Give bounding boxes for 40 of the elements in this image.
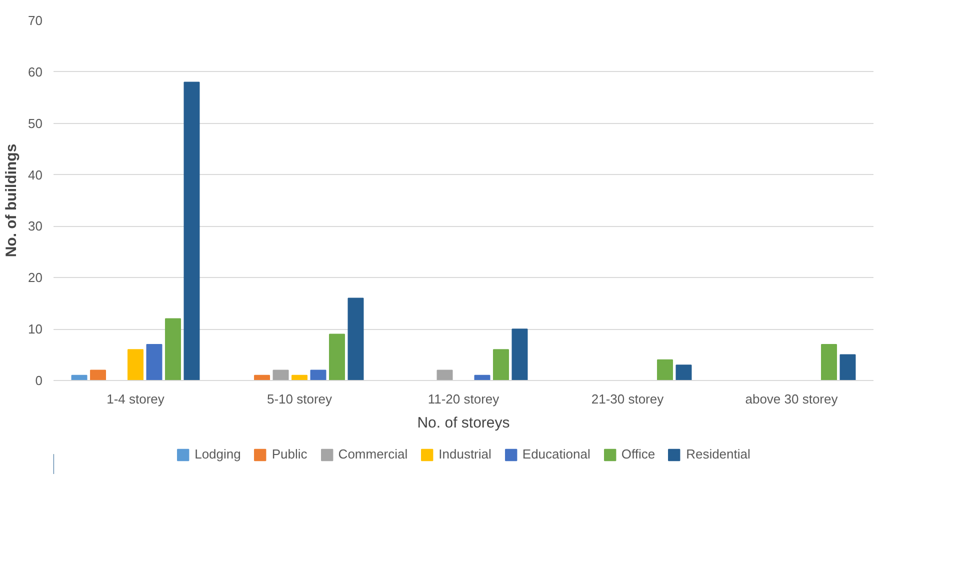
y-axis-title: No. of buildings (3, 144, 20, 258)
x-tick-label: above 30 storey (745, 392, 838, 406)
y-tick-label: 30 (28, 218, 43, 234)
bar (272, 370, 289, 380)
x-tick-label: 11-20 storey (428, 392, 500, 406)
y-tick-label: 10 (28, 322, 43, 337)
x-tick-label: 1-4 storey (106, 392, 165, 406)
y-tick-label: 0 (35, 373, 43, 388)
bar (164, 318, 181, 380)
bar (292, 374, 308, 380)
legend-label: Commercial (338, 446, 408, 462)
bar (146, 344, 162, 380)
x-tick-label: 5-10 storey (266, 392, 333, 406)
x-axis-title: No. of storeys (417, 414, 510, 432)
bar (310, 370, 326, 380)
bar (128, 349, 144, 380)
bar (184, 82, 200, 380)
y-tick-label: 40 (28, 167, 43, 182)
y-tick-label: 50 (28, 116, 43, 131)
y-tick-label: 70 (28, 13, 43, 28)
bar (656, 359, 673, 380)
bar (328, 334, 345, 380)
bar (512, 328, 528, 380)
legend-label: Educational (522, 446, 590, 462)
legend-label: Industrial (438, 446, 492, 462)
bar (254, 374, 270, 380)
legend-label: Residential (686, 446, 750, 462)
bar (820, 344, 837, 380)
y-tick-label: 20 (28, 270, 43, 286)
bar (436, 370, 453, 380)
legend-label: Lodging (194, 446, 241, 462)
bar (492, 349, 509, 380)
legend-label: Public (272, 446, 308, 462)
y-tick-label: 60 (28, 64, 43, 80)
bar (676, 364, 692, 380)
bar (840, 354, 856, 380)
bar (90, 370, 106, 380)
bar (348, 298, 364, 380)
legend-label: Office (621, 446, 656, 462)
x-tick-label: 21-30 storey (591, 392, 664, 406)
